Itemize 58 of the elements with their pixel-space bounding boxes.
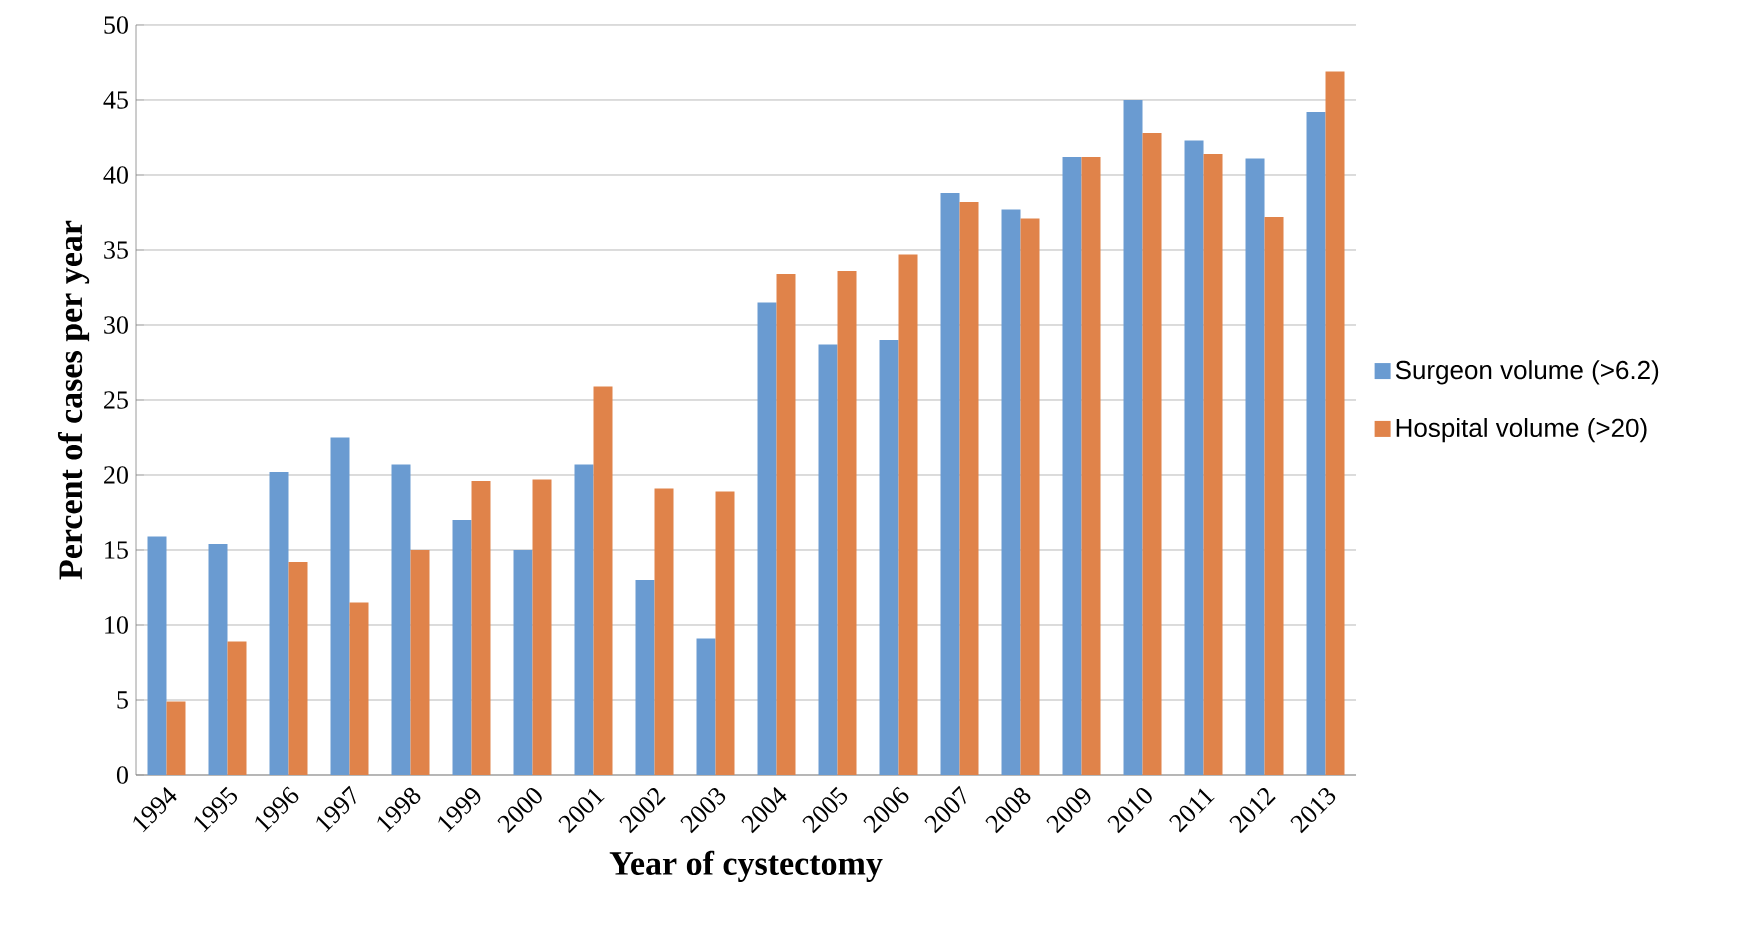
y-tick-label: 50 <box>104 16 128 34</box>
bar <box>288 561 308 775</box>
bar <box>147 536 167 775</box>
bar <box>776 273 796 775</box>
bar <box>513 549 533 775</box>
bar <box>1062 156 1082 775</box>
bar <box>471 480 491 775</box>
bar <box>959 201 979 775</box>
y-tick-label: 5 <box>117 691 128 709</box>
y-tick-label: 10 <box>105 616 128 634</box>
bar <box>1264 216 1284 775</box>
bar <box>452 519 472 775</box>
bar <box>574 464 594 775</box>
bar <box>898 254 918 775</box>
x-tick-label: 2001 <box>558 788 605 834</box>
legend-label: Surgeon volume (>6.2) <box>1395 360 1659 385</box>
bar <box>1325 71 1345 775</box>
bar <box>391 464 411 775</box>
x-axis-title: Year of cystectomy <box>609 850 883 882</box>
bar <box>1081 156 1101 775</box>
bar <box>330 437 350 775</box>
bar <box>1020 218 1040 775</box>
y-tick-label: 35 <box>104 241 128 259</box>
bar <box>654 488 674 775</box>
y-tick-label: 15 <box>105 541 128 559</box>
y-tick-label: 30 <box>104 316 128 334</box>
bar <box>532 479 552 775</box>
bar <box>227 641 247 775</box>
bar <box>696 638 716 775</box>
legend-label: Hospital volume (>20) <box>1396 417 1647 443</box>
y-tick-label: 25 <box>104 391 128 409</box>
x-tick-label: 2011 <box>1169 788 1215 833</box>
bar <box>879 339 899 775</box>
bar <box>635 580 655 775</box>
y-tick-label: 0 <box>116 766 128 784</box>
bar <box>837 270 857 775</box>
y-tick-label: 20 <box>104 466 128 484</box>
y-tick-label: 45 <box>103 91 128 109</box>
bar <box>1142 132 1162 775</box>
bar <box>349 602 369 775</box>
bar <box>1123 99 1143 775</box>
x-tick-label: 1999 <box>438 788 481 833</box>
bar <box>715 491 735 775</box>
bar <box>166 701 186 775</box>
bar <box>1184 140 1204 775</box>
bar <box>1203 153 1223 775</box>
bar <box>1001 209 1021 775</box>
bar <box>410 549 430 775</box>
bar <box>940 192 960 775</box>
bar <box>208 544 228 775</box>
bar <box>818 344 838 775</box>
bar <box>757 302 777 775</box>
bar <box>269 471 289 775</box>
bar <box>1245 158 1265 775</box>
y-axis-title: Percent of cases per year <box>57 220 90 580</box>
bar <box>1306 111 1326 775</box>
y-tick-label: 40 <box>103 166 128 184</box>
bar <box>593 386 613 775</box>
